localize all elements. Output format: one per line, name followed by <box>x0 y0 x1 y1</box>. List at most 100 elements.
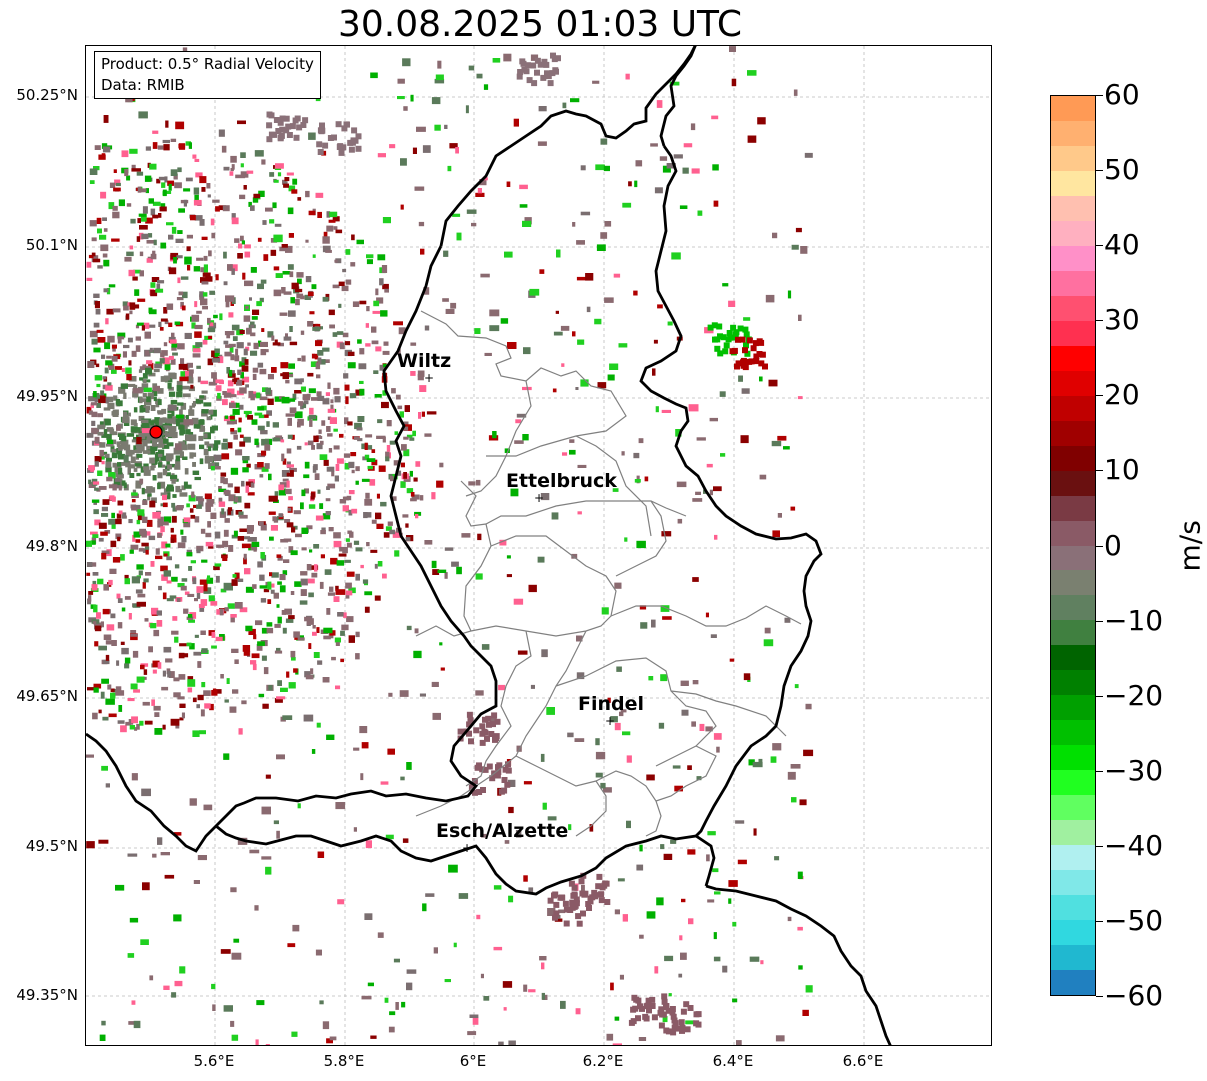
radar-echo-pixel <box>366 512 372 518</box>
radar-echo-cell <box>490 721 496 728</box>
radar-echo-pixel <box>129 376 137 382</box>
radar-echo-pixel <box>101 678 109 684</box>
radar-echo-pixel <box>145 217 153 224</box>
radar-echo-pixel <box>218 205 227 211</box>
radar-echo-pixel <box>341 285 349 292</box>
radar-echo-pixel <box>133 1020 141 1029</box>
radar-echo-pixel <box>269 172 275 177</box>
radar-echo-pixel <box>389 440 396 445</box>
radar-echo-pixel <box>258 414 265 419</box>
radar-echo-pixel <box>412 147 417 154</box>
radar-echo-pixel <box>286 671 290 678</box>
radar-echo-pixel <box>538 106 547 112</box>
radar-echo-pixel <box>110 613 116 619</box>
radar-echo-pixel <box>736 1040 742 1045</box>
radar-echo-cell <box>285 123 292 130</box>
radar-echo-pixel <box>294 411 303 419</box>
radar-echo-pixel <box>469 1014 479 1018</box>
radar-echo-cell <box>717 350 724 357</box>
radar-echo-pixel <box>241 480 245 486</box>
radar-echo-pixel <box>585 273 594 281</box>
radar-echo-pixel <box>720 453 726 457</box>
radar-echo-pixel <box>139 377 144 381</box>
radar-echo-pixel <box>188 566 193 571</box>
radar-echo-pixel <box>111 411 118 416</box>
radar-echo-pixel <box>136 601 146 607</box>
radar-map[interactable] <box>85 45 992 1046</box>
radar-echo-pixel <box>131 716 138 724</box>
radar-echo-cell <box>495 764 501 771</box>
radar-echo-pixel <box>592 80 600 84</box>
radar-echo-pixel <box>214 531 221 539</box>
radar-echo-pixel <box>242 456 250 461</box>
radar-echo-pixel <box>266 421 270 427</box>
radar-echo-pixel <box>297 197 302 201</box>
radar-echo-pixel <box>227 442 233 449</box>
radar-echo-pixel <box>272 516 276 522</box>
radar-echo-pixel <box>410 492 415 497</box>
radar-echo-pixel <box>211 372 217 379</box>
radar-echo-pixel <box>136 472 141 477</box>
radar-echo-pixel <box>322 236 330 244</box>
colorbar-tick-mark <box>1096 470 1103 472</box>
radar-echo-cell <box>534 57 541 64</box>
radar-echo-pixel <box>198 604 205 608</box>
radar-echo-pixel <box>186 642 192 647</box>
radar-echo-pixel <box>657 304 663 309</box>
radar-echo-pixel <box>339 546 344 552</box>
radar-echo-pixel <box>91 427 100 435</box>
radar-echo-pixel <box>595 772 603 778</box>
radar-echo-pixel <box>166 556 172 561</box>
radar-echo-pixel <box>241 700 247 705</box>
radar-echo-pixel <box>206 499 215 504</box>
radar-echo-pixel <box>88 479 92 485</box>
radar-echo-pixel <box>635 160 643 167</box>
radar-echo-pixel <box>159 206 167 212</box>
radar-echo-pixel <box>170 718 180 726</box>
colorbar-band <box>1051 270 1095 297</box>
radar-echo-pixel <box>393 321 403 326</box>
colorbar-band <box>1051 320 1095 347</box>
colorbar-band <box>1051 220 1095 247</box>
radar-echo-pixel <box>247 414 253 420</box>
radar-echo-pixel <box>158 321 162 327</box>
radar-echo-pixel <box>475 573 483 580</box>
radar-echo-pixel <box>245 481 254 487</box>
radar-echo-pixel <box>163 375 171 381</box>
radar-echo-pixel <box>679 935 683 941</box>
colorbar-band <box>1051 820 1095 847</box>
radar-echo-pixel <box>93 391 97 398</box>
radar-echo-pixel <box>286 480 290 488</box>
radar-echo-pixel <box>253 342 259 350</box>
radar-echo-pixel <box>138 429 143 434</box>
radar-echo-pixel <box>165 658 173 663</box>
radar-echo-pixel <box>764 627 771 634</box>
radar-echo-pixel <box>142 439 148 447</box>
radar-echo-pixel <box>595 738 600 746</box>
radar-echo-cell <box>317 149 324 155</box>
radar-echo-cell <box>482 729 489 736</box>
radar-echo-pixel <box>150 290 158 297</box>
radar-echo-pixel <box>94 641 99 647</box>
radar-echo-pixel <box>498 1041 504 1045</box>
radar-echo-pixel <box>163 516 172 523</box>
radar-echo-pixel <box>168 671 175 678</box>
radar-echo-pixel <box>170 399 178 405</box>
radar-echo-pixel <box>260 552 265 559</box>
radar-echo-pixel <box>268 685 273 691</box>
radar-echo-pixel <box>661 531 672 537</box>
radar-echo-pixel <box>395 394 401 400</box>
radar-echo-pixel <box>259 585 268 589</box>
radar-echo-pixel <box>147 233 153 238</box>
radar-echo-pixel <box>211 983 216 990</box>
radar-echo-pixel <box>143 669 148 675</box>
radar-echo-pixel <box>425 893 435 897</box>
radar-echo-pixel <box>377 932 384 938</box>
radar-echo-pixel <box>339 433 344 438</box>
city-marker-findel: + <box>605 714 616 728</box>
radar-echo-pixel <box>804 152 813 158</box>
radar-echo-pixel <box>202 339 208 345</box>
radar-echo-pixel <box>171 343 178 348</box>
radar-echo-pixel <box>229 171 234 176</box>
radar-echo-pixel <box>797 396 803 400</box>
